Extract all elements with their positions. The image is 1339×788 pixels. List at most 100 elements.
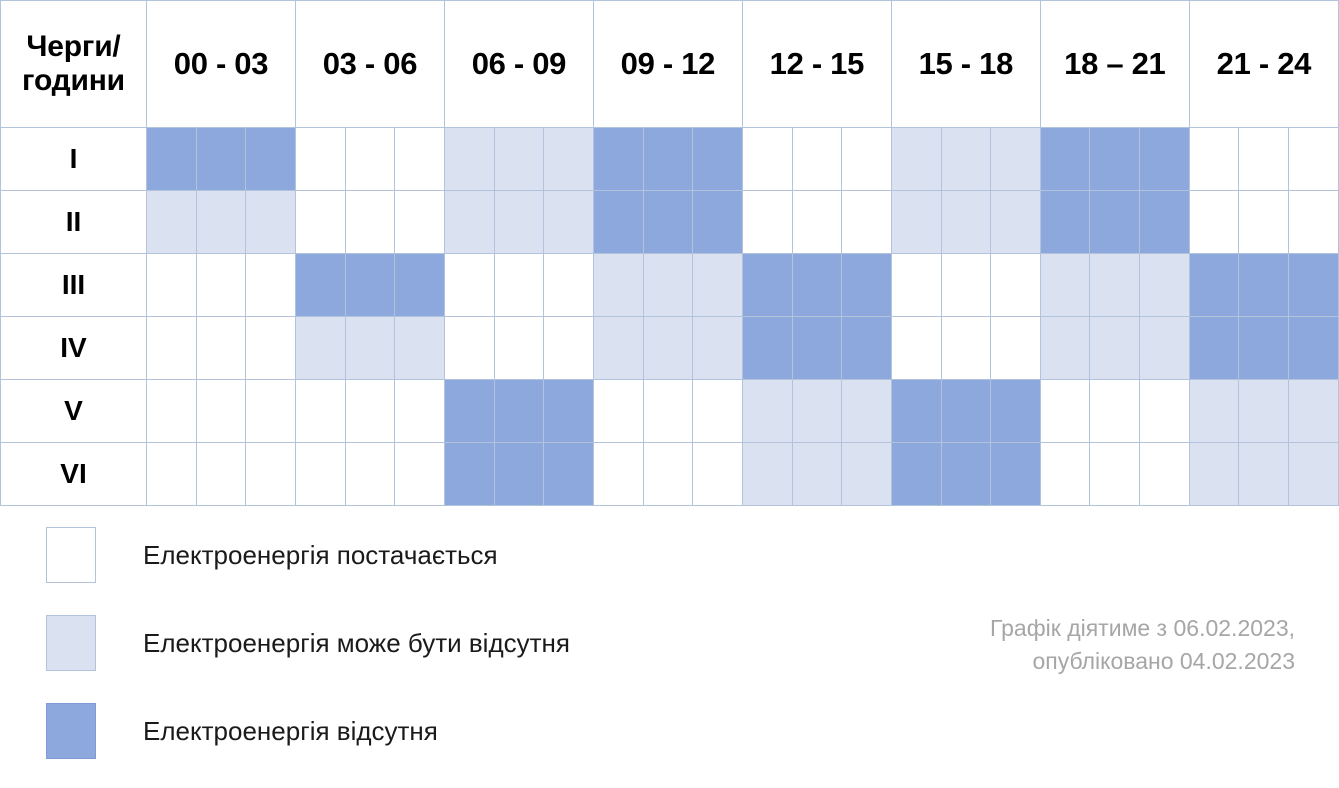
cell-v-00-03-1	[146, 379, 197, 443]
cell-iv-09-12-3	[692, 316, 743, 380]
cell-vi-09-12-3	[692, 442, 743, 506]
cell-i-12-15-2	[791, 127, 843, 191]
cell-v-15-18-3	[990, 379, 1041, 443]
legend-swatch-maybe	[46, 615, 96, 671]
cell-iii-00-03-2	[195, 253, 247, 317]
outage-schedule-table: Черги/ години 00 - 03 03 - 06 06 - 09 09…	[0, 0, 1339, 506]
header-slot-03-06: 03 - 06	[294, 0, 445, 128]
legend-label-off: Електроенергія відсутня	[143, 715, 438, 746]
cell-vi-18–21-1	[1039, 442, 1091, 506]
cell-vi-15-18-2	[940, 442, 992, 506]
cell-i-00-03-3	[245, 127, 296, 191]
queue-label-iv: IV	[0, 316, 147, 380]
cell-v-18–21-1	[1039, 379, 1091, 443]
cell-iv-09-12-2	[642, 316, 694, 380]
cell-ii-03-06-1	[294, 190, 346, 254]
cell-iii-09-12-3	[692, 253, 743, 317]
cell-v-15-18-2	[940, 379, 992, 443]
table-row: III	[0, 253, 1339, 317]
cell-ii-12-15-2	[791, 190, 843, 254]
cell-ii-09-12-1	[592, 190, 644, 254]
cell-v-00-03-2	[195, 379, 247, 443]
cell-iv-00-03-3	[245, 316, 296, 380]
cell-iii-06-09-1	[443, 253, 495, 317]
caption-line-2: опубліковано 04.02.2023	[1032, 647, 1295, 674]
cell-iv-12-15-1	[741, 316, 793, 380]
corner-line-1: Черги/	[26, 30, 121, 64]
cell-ii-21-24-1	[1188, 190, 1240, 254]
cell-iii-18–21-3	[1139, 253, 1190, 317]
cell-ii-06-09-1	[443, 190, 495, 254]
cell-vi-21-24-1	[1188, 442, 1240, 506]
cell-v-06-09-1	[443, 379, 495, 443]
cell-i-09-12-3	[692, 127, 743, 191]
cell-vi-00-03-1	[146, 442, 197, 506]
cell-vi-12-15-2	[791, 442, 843, 506]
cell-ii-15-18-2	[940, 190, 992, 254]
cell-ii-03-06-2	[344, 190, 396, 254]
legend-item-maybe: Електроенергія може бути відсутня	[46, 615, 570, 671]
cell-i-00-03-2	[195, 127, 247, 191]
header-slot-18-21: 18 – 21	[1039, 0, 1190, 128]
cell-iv-00-03-2	[195, 316, 247, 380]
cell-ii-00-03-3	[245, 190, 296, 254]
header-slot-00-03: 00 - 03	[146, 0, 296, 128]
cell-ii-06-09-2	[493, 190, 545, 254]
cell-vi-12-15-1	[741, 442, 793, 506]
cell-iii-06-09-3	[543, 253, 594, 317]
cell-i-15-18-3	[990, 127, 1041, 191]
queue-label-v: V	[0, 379, 147, 443]
cell-i-15-18-1	[890, 127, 942, 191]
cell-iv-06-09-1	[443, 316, 495, 380]
cell-vi-18–21-2	[1089, 442, 1141, 506]
cell-iv-03-06-3	[394, 316, 445, 380]
cell-v-03-06-2	[344, 379, 396, 443]
queue-label-vi: VI	[0, 442, 147, 506]
cell-vi-06-09-1	[443, 442, 495, 506]
queue-label-iii: III	[0, 253, 147, 317]
cell-iv-21-24-1	[1188, 316, 1240, 380]
cell-vi-18–21-3	[1139, 442, 1190, 506]
legend: Електроенергія постачається Електроенергі…	[46, 527, 570, 759]
cell-i-06-09-3	[543, 127, 594, 191]
cell-v-12-15-3	[841, 379, 892, 443]
cell-iii-18–21-2	[1089, 253, 1141, 317]
cell-i-18–21-3	[1139, 127, 1190, 191]
cell-ii-09-12-2	[642, 190, 694, 254]
cell-iv-18–21-1	[1039, 316, 1091, 380]
cell-iii-06-09-2	[493, 253, 545, 317]
cell-v-06-09-2	[493, 379, 545, 443]
cell-vi-03-06-2	[344, 442, 396, 506]
cell-iv-00-03-1	[146, 316, 197, 380]
cell-vi-06-09-3	[543, 442, 594, 506]
cell-vi-15-18-3	[990, 442, 1041, 506]
legend-swatch-off	[46, 703, 96, 759]
cell-i-00-03-1	[146, 127, 197, 191]
cell-iii-21-24-3	[1288, 253, 1339, 317]
cell-v-21-24-3	[1288, 379, 1339, 443]
cell-v-21-24-1	[1188, 379, 1240, 443]
cell-i-18–21-1	[1039, 127, 1091, 191]
cell-vi-06-09-2	[493, 442, 545, 506]
cell-vi-09-12-2	[642, 442, 694, 506]
table-row: V	[0, 379, 1339, 443]
cell-v-09-12-1	[592, 379, 644, 443]
table-row: I	[0, 127, 1339, 191]
cell-iii-09-12-2	[642, 253, 694, 317]
cell-iii-12-15-2	[791, 253, 843, 317]
cell-iv-03-06-1	[294, 316, 346, 380]
schedule-validity-caption: Графік діятиме з 06.02.2023, опублікован…	[915, 612, 1295, 677]
cell-v-03-06-1	[294, 379, 346, 443]
cell-ii-00-03-1	[146, 190, 197, 254]
cell-i-12-15-3	[841, 127, 892, 191]
cell-iii-03-06-3	[394, 253, 445, 317]
table-body: I II III IV V VI	[0, 127, 1339, 506]
queue-label-i: I	[0, 127, 147, 191]
cell-i-03-06-3	[394, 127, 445, 191]
legend-swatch-on	[46, 527, 96, 583]
table-row: II	[0, 190, 1339, 254]
legend-item-off: Електроенергія відсутня	[46, 703, 570, 759]
cell-v-12-15-2	[791, 379, 843, 443]
cell-vi-00-03-3	[245, 442, 296, 506]
legend-label-maybe: Електроенергія може бути відсутня	[143, 627, 570, 658]
